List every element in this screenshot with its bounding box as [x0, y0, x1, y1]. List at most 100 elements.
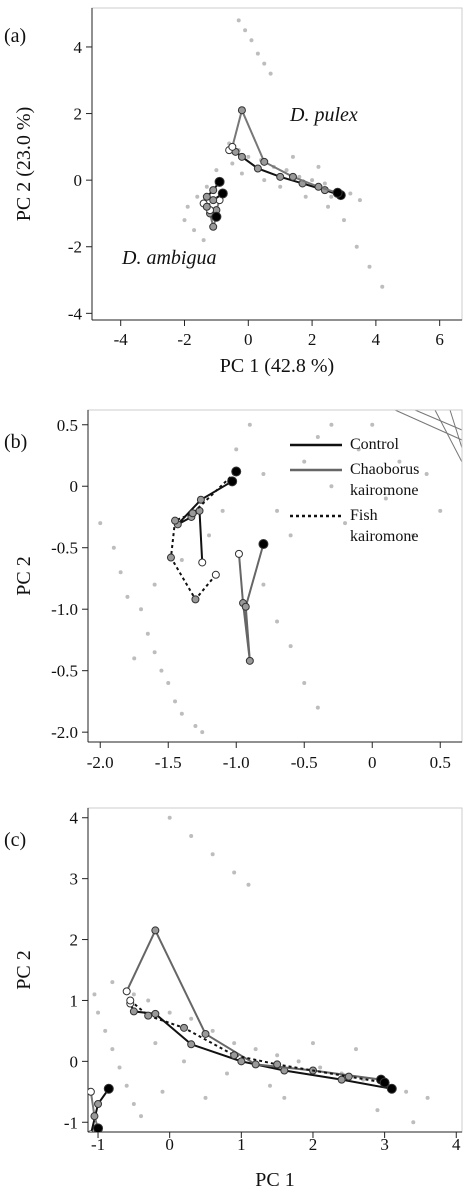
y-tick-label: 4 [74, 38, 83, 57]
background-point [204, 184, 209, 189]
background-point [145, 631, 150, 636]
background-point [117, 1065, 122, 1070]
background-point [357, 198, 362, 203]
x-tick-label: 4 [372, 330, 381, 349]
trajectory-point [227, 476, 238, 487]
trajectory-point [209, 186, 218, 195]
background-point [247, 422, 252, 427]
y-tick-label: 2 [70, 931, 79, 950]
background-point [253, 1047, 258, 1052]
background-point [315, 435, 320, 440]
background-point [124, 1083, 129, 1088]
legend: Control Chaoborus kairomone Fish kairomone [290, 434, 419, 551]
x-tick-label: -1.0 [223, 753, 250, 772]
background-point [201, 238, 206, 243]
background-point [275, 508, 280, 513]
annotation: D. ambigua [121, 247, 216, 269]
background-point [370, 422, 375, 427]
background-point [354, 244, 359, 249]
background-point [326, 204, 331, 209]
background-point [98, 521, 103, 526]
background-point [224, 1071, 229, 1076]
plot-frame [87, 807, 463, 1133]
trajectory-point [166, 553, 175, 562]
x-tick-label: 0 [165, 1135, 174, 1154]
background-point [438, 508, 443, 513]
background-point [290, 154, 295, 159]
trajectory-point [237, 1057, 246, 1066]
background-point [167, 1010, 172, 1015]
panel: -1 0 1 2 3 4 -1 0 1 2 3 4 PC 1 PC 2 (c) [4, 807, 463, 1191]
background-point [232, 1041, 237, 1046]
background-point [383, 496, 388, 501]
background-point [288, 533, 293, 538]
trajectory-point [195, 506, 204, 515]
trajectory-point [276, 172, 285, 181]
x-tick-label: 2 [308, 330, 317, 349]
legend-item: Control [290, 434, 399, 455]
background-point [166, 680, 171, 685]
y-tick-label: -1 [64, 1113, 78, 1132]
background-point [397, 459, 402, 464]
background-point [329, 484, 334, 489]
y-tick-label: 1 [70, 991, 79, 1010]
background-point [424, 471, 429, 476]
contour-line [449, 409, 463, 449]
background-point [348, 191, 353, 196]
background-point [210, 1028, 215, 1033]
background-point [246, 882, 251, 887]
y-tick-label: -0.5 [51, 539, 78, 558]
background-point [200, 730, 205, 735]
background-point [375, 1108, 380, 1113]
trajectory-point [273, 1060, 282, 1069]
background-point [160, 1089, 165, 1094]
trajectory-point [151, 1009, 160, 1018]
background-point [103, 1028, 108, 1033]
background-point [315, 705, 320, 710]
y-tick-label: -1.0 [51, 600, 78, 619]
x-tick-label: -0.5 [291, 753, 318, 772]
background-point [367, 264, 372, 269]
background-point [92, 992, 97, 997]
background-point [232, 870, 237, 875]
y-axis-label: PC 2 [13, 556, 35, 595]
background-point [329, 422, 334, 427]
trajectory-point [187, 1040, 196, 1049]
trajectory-point [231, 466, 242, 477]
background-point [96, 1010, 101, 1015]
background-point [356, 447, 361, 452]
background-point [118, 570, 123, 575]
background-point [246, 154, 251, 159]
background-point [146, 998, 151, 1003]
y-tick-label: -0.5 [51, 662, 78, 681]
background-point [404, 1089, 409, 1094]
trajectory-point [180, 1023, 189, 1032]
x-axis-label: PC 1 [255, 1169, 294, 1191]
x-axis-label: PC 1 (42.8 %) [220, 355, 334, 377]
background-point [110, 1047, 115, 1052]
panel-label: (b) [4, 431, 27, 453]
y-axis-label: PC 2 [13, 950, 35, 989]
trajectory-point [93, 1123, 104, 1132]
trajectory-point [151, 926, 160, 935]
plot-area [182, 18, 385, 289]
background-point [275, 619, 280, 624]
x-tick-label: 6 [435, 330, 444, 349]
x-tick-label: 3 [380, 1135, 389, 1154]
background-point [262, 178, 267, 183]
legend-item: Fish kairomone [290, 505, 418, 547]
trajectory-point [122, 987, 131, 996]
background-point [110, 980, 115, 985]
trajectory-point [191, 595, 200, 604]
background-point [210, 852, 215, 857]
background-point [316, 164, 321, 169]
trajectory-point [241, 602, 250, 611]
background-point [343, 521, 348, 526]
background-point [302, 680, 307, 685]
trajectory-point [171, 516, 180, 525]
background-point [249, 38, 254, 43]
background-point [173, 699, 178, 704]
trajectory-point [288, 172, 297, 181]
background-point [262, 61, 267, 66]
